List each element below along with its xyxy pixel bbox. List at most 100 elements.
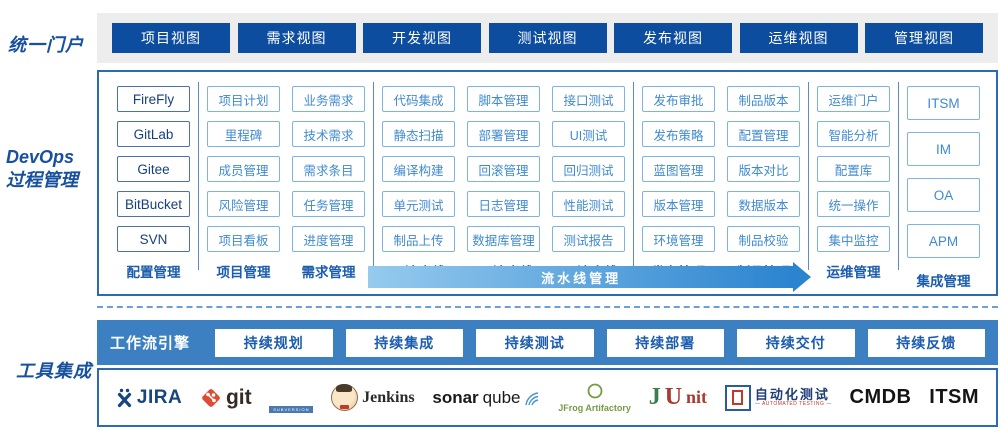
subversion-icon: SUBVERSION [269, 382, 314, 413]
column-group-divider [808, 82, 809, 270]
column-title: 集成管理 [916, 274, 971, 289]
feature-box: 数据版本 [727, 191, 800, 217]
feature-box: 进度管理 [292, 226, 365, 252]
feature-column-3: 业务需求 技术需求 需求条目 任务管理 进度管理 需求管理 [286, 86, 371, 280]
feature-column-9: 运维门户 智能分析 配置库 统一操作 集中监控 运维管理 [811, 86, 896, 280]
feature-box: IM [907, 132, 980, 166]
feature-box: GitLab [117, 121, 190, 147]
portal-section-label: 统一门户 [8, 35, 84, 55]
subversion-logo-text: SUBVERSION [269, 406, 314, 413]
logo-git: git [200, 386, 252, 410]
feature-box: 编译构建 [382, 156, 455, 182]
stage-box-2: 持续集成 [345, 328, 463, 357]
column-group-5: 运维门户 智能分析 配置库 统一操作 集中监控 运维管理 [811, 86, 896, 280]
view-button-2: 需求视图 [237, 23, 356, 53]
tools-section-label: 工具集成 [16, 361, 92, 381]
feature-box: 任务管理 [292, 191, 365, 217]
feature-box: UI测试 [552, 121, 625, 147]
column-group-6: ITSM IM OA APM 集成管理 [901, 86, 986, 289]
feature-box: 里程碑 [207, 121, 280, 147]
sonarqube-logo-text-bold: sonar [432, 387, 479, 407]
feature-box: 版本对比 [727, 156, 800, 182]
arrow-head-icon [793, 262, 812, 292]
jenkins-logo-text: Jenkins [362, 388, 415, 406]
view-button-1: 项目视图 [112, 23, 230, 53]
automated-testing-icon [724, 384, 751, 411]
git-icon [202, 388, 220, 407]
feature-box: APM [907, 224, 980, 258]
feature-box: 脚本管理 [467, 86, 540, 112]
feature-column-5: 脚本管理部署管理回滚管理日志管理数据库管理CD流水线 [461, 86, 546, 280]
jira-icon [117, 388, 131, 407]
process-section-label: DevOps 过程管理 [6, 146, 78, 193]
feature-box: 蓝图管理 [642, 156, 715, 182]
feature-box: 需求条目 [292, 156, 365, 182]
column-group-divider [898, 82, 899, 270]
jira-logo-text: JIRA [136, 386, 183, 408]
automated-testing-logo-subtext: — AUTOMATED TESTING — [754, 400, 832, 407]
jfrog-frog-icon [587, 383, 602, 398]
view-button-7: 管理视图 [865, 23, 983, 53]
sonarqube-logo-text-light: qube [482, 387, 521, 407]
feature-box: 项目计划 [207, 86, 280, 112]
cmdb-logo-text: CMDB [849, 386, 912, 408]
logo-jenkins: Jenkins [331, 384, 415, 411]
feature-box: FireFly [117, 86, 190, 112]
stage-box-6: 持续反馈 [867, 328, 985, 357]
git-logo-text: git [225, 385, 252, 409]
feature-box: 发布策略 [642, 121, 715, 147]
workflow-bar: 工作流引擎 持续规划 持续集成 持续测试 持续部署 持续交付 持续反馈 [97, 320, 998, 365]
feature-column-7: 发布审批发布策略蓝图管理版本管理环境管理发布管理 [636, 86, 721, 280]
feature-column-8: 制品版本配置管理版本对比数据版本制品校验制品管理 [721, 86, 806, 280]
feature-box: 代码集成 [382, 86, 455, 112]
tool-logos-box: JIRA git SUBVERSION Jenkins sonar qube JFrog A… [97, 368, 998, 427]
column-title: 需求管理 [301, 265, 356, 280]
feature-column-2: 项目计划 里程碑 成员管理 风险管理 项目看板 项目管理 [201, 86, 286, 280]
feature-box: BitBucket [117, 191, 190, 217]
view-button-6: 运维视图 [739, 23, 858, 53]
feature-box: ITSM [907, 86, 980, 120]
feature-box: 风险管理 [207, 191, 280, 217]
process-label-line1: DevOps [6, 147, 75, 167]
column-group-2: 项目计划 里程碑 成员管理 风险管理 项目看板 项目管理 业务需求 技术需求 需求条目 任务管理进… [201, 86, 371, 280]
feature-box: 静态扫描 [382, 121, 455, 147]
logo-svn: SUBVERSION [269, 382, 314, 413]
process-label-line2: 过程管理 [6, 170, 78, 191]
junit-logo-u: U [664, 384, 683, 410]
feature-box: 集中监控 [817, 226, 890, 252]
feature-box: 性能测试 [552, 191, 625, 217]
feature-box: 项目看板 [207, 226, 280, 252]
junit-logo-j: J [648, 384, 661, 410]
feature-box: 环境管理 [642, 226, 715, 252]
devops-process-box: FireFly GitLab Gitee BitBucket SVN 配置管理 项目计划里程… [97, 70, 998, 296]
column-group-divider [373, 82, 374, 270]
feature-box: Gitee [117, 156, 190, 182]
feature-column-1: FireFly GitLab Gitee BitBucket SVN 配置管理 [111, 86, 196, 280]
stage-box-3: 持续测试 [476, 328, 594, 357]
column-group-1: FireFly GitLab Gitee BitBucket SVN 配置管理 [111, 86, 196, 280]
portal-views-bar: 项目视图 需求视图 开发视图 测试视图 发布视图 运维视图 管理视图 [97, 13, 998, 63]
feature-box: 版本管理 [642, 191, 715, 217]
column-title: 项目管理 [216, 265, 271, 280]
feature-box: 数据库管理 [467, 226, 540, 252]
automated-testing-texts: 自动化测试 — AUTOMATED TESTING — [754, 387, 832, 408]
column-group-divider [633, 82, 634, 270]
logo-jfrog: JFrog Artifactory [558, 383, 631, 413]
sonarqube-waves-icon [525, 391, 539, 405]
feature-box: 技术需求 [292, 121, 365, 147]
feature-box: 制品上传 [382, 226, 455, 252]
pipeline-arrow-label: 流水线管理 [541, 270, 622, 286]
workflow-engine-label: 工作流引擎 [110, 335, 191, 352]
process-columns: FireFly GitLab Gitee BitBucket SVN 配置管理 项目计划里程… [99, 72, 996, 289]
jfrog-logo-text: JFrog Artifactory [558, 402, 631, 413]
pipeline-management-arrow: 流水线管理 [368, 262, 812, 292]
column-title: 配置管理 [126, 265, 181, 280]
dashed-separator [97, 306, 998, 308]
feature-box: 接口测试 [552, 86, 625, 112]
feature-box: SVN [117, 226, 190, 252]
stage-box-4: 持续部署 [606, 328, 724, 357]
feature-box: 运维门户 [817, 86, 890, 112]
feature-box: 部署管理 [467, 121, 540, 147]
feature-box: 日志管理 [467, 191, 540, 217]
